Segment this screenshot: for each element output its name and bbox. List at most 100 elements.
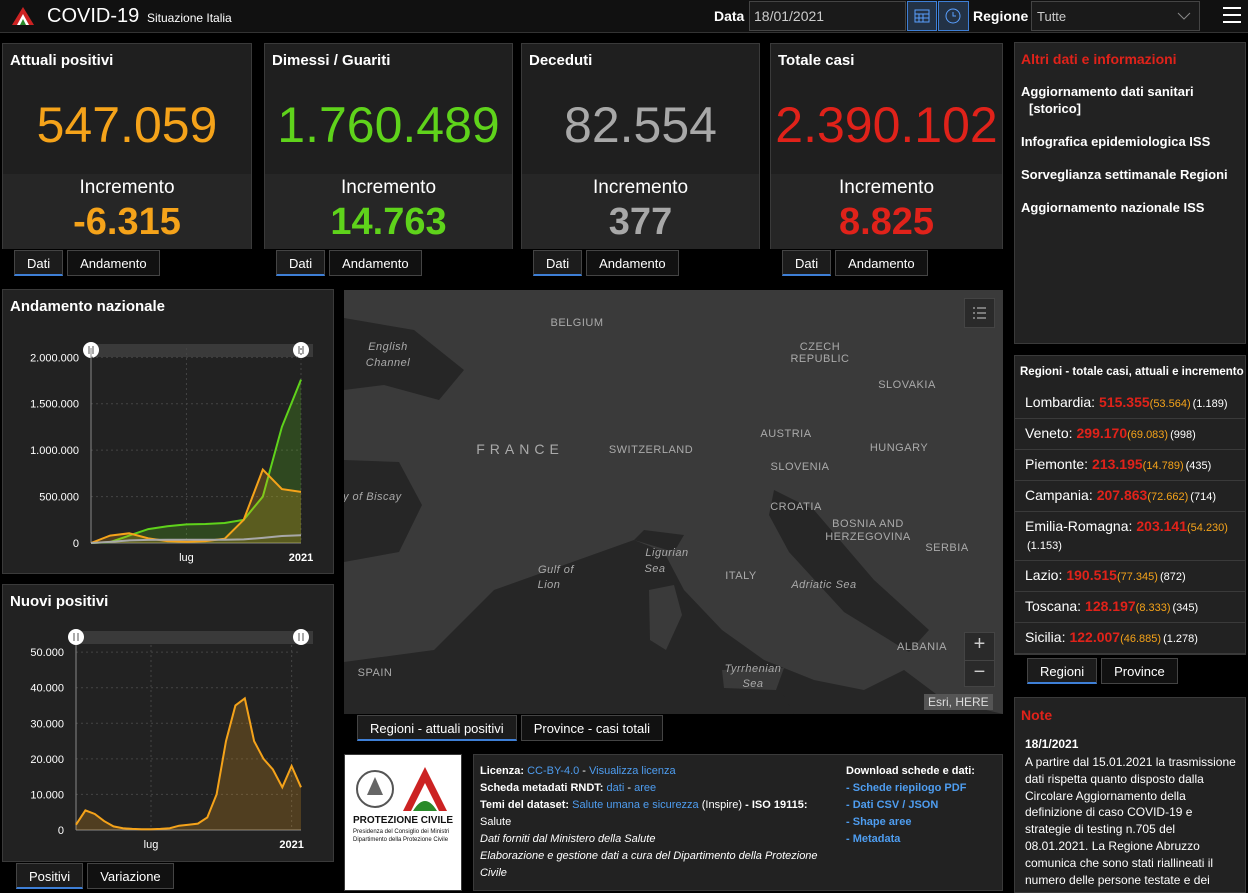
card-tabs: Dati Andamento <box>782 250 928 276</box>
tab[interactable]: Regioni - attuali positivi <box>357 715 517 741</box>
map-label: SWITZERLAND <box>609 444 693 456</box>
tab[interactable]: Variazione <box>87 863 174 889</box>
download-item: - Schede riepilogo PDF <box>846 780 996 797</box>
info-title: Altri dati e informazioni <box>1021 51 1177 67</box>
info-link[interactable]: Aggiornamento dati sanitari [storico] <box>1021 84 1194 116</box>
link[interactable]: aree <box>634 782 657 794</box>
map-label: BOSNIA AND <box>832 518 904 530</box>
map-label: SLOVAKIA <box>878 379 936 391</box>
calendar-button[interactable] <box>907 1 937 31</box>
tab[interactable]: Positivi <box>16 863 84 889</box>
map-label: Sea <box>644 563 665 575</box>
tab[interactable]: Regioni <box>1027 658 1098 684</box>
region-increment: (998) <box>1170 429 1196 441</box>
card-value: 82.554 <box>564 97 717 153</box>
stat-card: Dimessi / Guariti 1.760.489 Incremento 14.7… <box>264 43 513 249</box>
text: Elaborazione e gestione dati a cura del … <box>480 850 821 879</box>
region-row: Lombardia: 515.355(53.564) (1.189) <box>1015 388 1245 419</box>
area-fill <box>76 698 301 830</box>
map-label: ay of Biscay <box>344 491 403 503</box>
tab[interactable]: Province - casi totali <box>520 715 664 741</box>
tab[interactable]: Andamento <box>586 250 679 276</box>
map[interactable]: BELGIUM English Channel CZECH REPUBLIC SLOVAK… <box>344 290 1003 714</box>
tab[interactable]: Andamento <box>329 250 422 276</box>
logo-name: PROTEZIONE CIVILE <box>353 815 454 826</box>
region-row: Campania: 207.863(72.662) (714) <box>1015 481 1245 512</box>
card-title: Attuali positivi <box>10 52 114 69</box>
link[interactable]: Salute umana e sicurezza <box>572 799 699 811</box>
zoom-out[interactable]: − <box>965 660 994 687</box>
info-link[interactable]: Infografica epidemiologica ISS <box>1021 134 1211 149</box>
link[interactable]: CC-BY-4.0 <box>527 765 580 777</box>
chart-panel: Andamento nazionale 0 500.000 1.000.000 1.5… <box>2 289 334 574</box>
link[interactable]: Visualizza licenza <box>589 765 676 777</box>
slider-handle[interactable] <box>293 629 309 645</box>
region-total: 207.863 <box>1096 487 1148 503</box>
map-label: REPUBLIC <box>790 353 849 365</box>
tab[interactable]: Dati <box>782 250 832 276</box>
region-total: 213.195 <box>1092 456 1143 472</box>
zoom-control: + − <box>964 632 995 687</box>
card-tabs: Dati Andamento <box>533 250 679 276</box>
region-name: Piemonte: <box>1025 456 1089 472</box>
tab[interactable]: Dati <box>276 250 326 276</box>
download-link[interactable]: Dati CSV / JSON <box>852 799 939 811</box>
tab[interactable]: Andamento <box>67 250 160 276</box>
region-name: Lazio: <box>1025 567 1063 583</box>
map-label: Ligurian <box>645 547 688 559</box>
chart: 0 500.000 1.000.000 1.500.000 2.000.000 lug 20… <box>30 342 313 564</box>
header: COVID-19 Situazione Italia Data 18/01/20… <box>0 0 1248 33</box>
region-total: 203.141 <box>1136 518 1187 534</box>
region-row: Veneto: 299.170(69.083) (998) <box>1015 419 1245 450</box>
time-button[interactable] <box>938 1 969 31</box>
card-tabs: Dati Andamento <box>276 250 422 276</box>
info-link[interactable]: Sorveglianza settimanale Regioni <box>1021 167 1228 182</box>
region-name: Lombardia: <box>1025 394 1096 410</box>
tab[interactable]: Dati <box>533 250 583 276</box>
region-total: 122.007 <box>1069 629 1121 645</box>
text: (Inspire) <box>698 799 746 811</box>
logo-line2: Dipartimento della Protezione Civile <box>353 837 449 843</box>
link[interactable]: dati <box>606 782 625 794</box>
region-row: Sicilia: 122.007(46.885) (1.278) <box>1015 623 1245 654</box>
download-link[interactable]: Schede riepilogo PDF <box>852 782 967 794</box>
logo-graphics <box>356 767 447 811</box>
metadata-line: Scheda metadati RNDT: dati - aree <box>480 780 840 797</box>
tab[interactable]: Andamento <box>835 250 928 276</box>
increment-label: Incremento <box>340 177 437 198</box>
area-fill <box>91 379 301 543</box>
menu-button[interactable] <box>1222 6 1242 24</box>
region-select[interactable]: Tutte <box>1031 1 1200 31</box>
date-label: Data <box>714 8 745 24</box>
line-series <box>75 696 302 831</box>
y-tick-label: 500.000 <box>39 492 79 504</box>
line-series <box>90 467 302 544</box>
download-link[interactable]: Metadata <box>852 833 901 845</box>
download-link[interactable]: Shape aree <box>852 816 912 828</box>
text: Dati forniti dal Ministero della Salute <box>480 833 656 845</box>
card-tabs: Dati Andamento <box>14 250 160 276</box>
slider-handle[interactable] <box>68 629 84 645</box>
increment-label: Incremento <box>79 177 175 198</box>
region-name: Emilia-Romagna: <box>1025 518 1133 534</box>
tab[interactable]: Province <box>1101 658 1178 684</box>
zoom-in[interactable]: + <box>973 633 986 655</box>
layer-list-button[interactable] <box>964 298 995 328</box>
bullet: - <box>846 816 853 828</box>
increment-label: Incremento <box>592 177 689 198</box>
attribution: Esri, HERE <box>924 694 993 710</box>
app-title: COVID-19 <box>47 5 140 27</box>
note-title: Note <box>1021 707 1053 723</box>
card-value: 1.760.489 <box>277 97 500 153</box>
y-tick-label: 10.000 <box>30 789 64 801</box>
increment-value: -6.315 <box>73 201 181 243</box>
date-input[interactable]: 18/01/2021 <box>749 1 906 31</box>
map-label: Channel <box>366 357 411 369</box>
increment-section <box>265 174 512 249</box>
tab[interactable]: Dati <box>14 250 64 276</box>
region-row: Piemonte: 213.195(14.789) (435) <box>1015 450 1245 481</box>
chart-panel: Nuovi positivi 0 10.000 20.000 30.000 40.000… <box>2 584 334 862</box>
info-link[interactable]: Aggiornamento nazionale ISS <box>1021 200 1205 215</box>
download-title: Download schede e dati: <box>846 765 975 777</box>
